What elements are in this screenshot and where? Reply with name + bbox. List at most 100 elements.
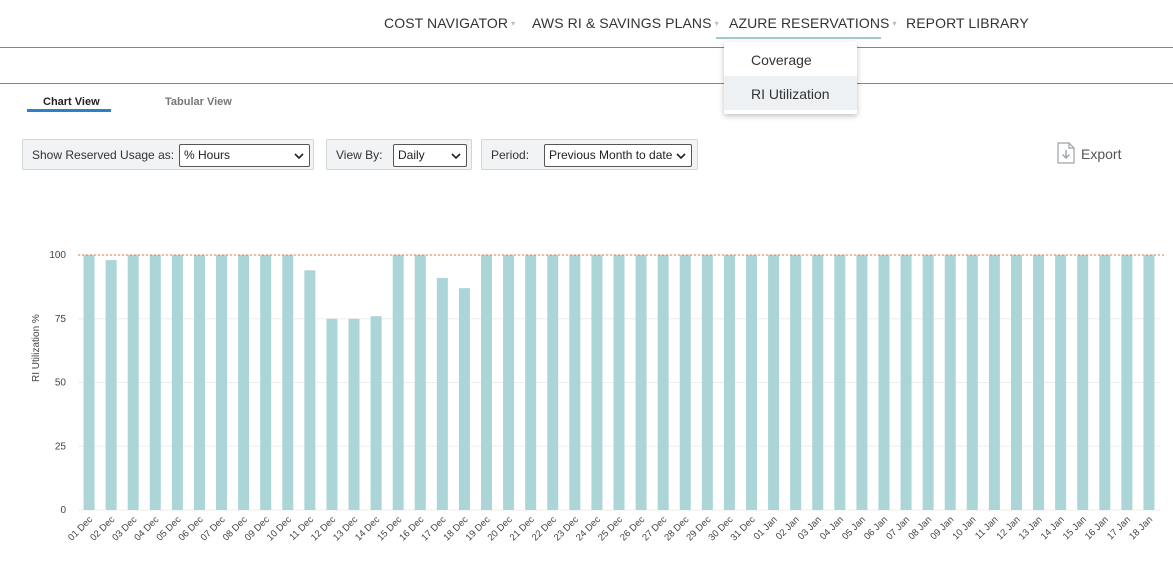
usage-select-value: % Hours: [184, 148, 231, 162]
bar[interactable]: [745, 255, 757, 510]
bar[interactable]: [701, 255, 713, 510]
bar[interactable]: [988, 255, 1000, 510]
y-tick-label: 50: [55, 378, 67, 389]
usage-filter-label: Show Reserved Usage as:: [32, 148, 175, 162]
x-tick-label: 03 Jan: [796, 514, 824, 542]
bar[interactable]: [900, 255, 912, 510]
nav-azure-reservations[interactable]: AZURE RESERVATIONS ▾: [729, 15, 897, 31]
bar[interactable]: [856, 255, 868, 510]
bar[interactable]: [83, 255, 95, 510]
view-by-filter: View By: Daily: [326, 139, 472, 170]
bar[interactable]: [657, 255, 669, 510]
tab-chart-view[interactable]: Chart View: [43, 96, 100, 108]
sub-header-divider: [0, 83, 1173, 84]
y-tick-label: 75: [55, 314, 67, 325]
dropdown-item-coverage[interactable]: Coverage: [751, 52, 812, 68]
view-by-select[interactable]: Daily: [393, 144, 467, 167]
bar[interactable]: [503, 255, 515, 510]
period-filter: Period: Previous Month to date: [481, 139, 698, 170]
x-tick-label: 04 Jan: [818, 514, 846, 542]
dropdown-item-ri-utilization[interactable]: RI Utilization: [724, 76, 857, 110]
bar[interactable]: [304, 270, 316, 510]
bar[interactable]: [569, 255, 581, 510]
bar[interactable]: [547, 255, 559, 510]
x-tick-label: 12 Jan: [995, 514, 1023, 542]
period-select[interactable]: Previous Month to date: [544, 144, 692, 167]
period-label: Period:: [491, 148, 530, 162]
nav-aws-ri-label: AWS RI & SAVINGS PLANS: [532, 15, 712, 31]
bar[interactable]: [105, 260, 117, 510]
bar[interactable]: [238, 255, 250, 510]
chevron-down-icon: ▾: [714, 19, 719, 28]
bar[interactable]: [1033, 255, 1045, 510]
bar[interactable]: [768, 255, 780, 510]
bar[interactable]: [1010, 255, 1022, 510]
bar[interactable]: [922, 255, 934, 510]
bar[interactable]: [458, 288, 470, 510]
bar[interactable]: [216, 255, 228, 510]
bar[interactable]: [878, 255, 890, 510]
bar[interactable]: [193, 255, 205, 510]
chevron-down-icon: [451, 153, 461, 160]
bar[interactable]: [613, 255, 625, 510]
x-tick-label: 01 Jan: [752, 514, 780, 542]
bar[interactable]: [834, 255, 846, 510]
nav-aws-ri-savings-plans[interactable]: AWS RI & SAVINGS PLANS ▾: [532, 15, 719, 31]
x-tick-label: 15 Jan: [1061, 514, 1089, 542]
y-tick-label: 100: [49, 250, 66, 261]
bar[interactable]: [149, 255, 161, 510]
bar[interactable]: [1143, 255, 1155, 510]
view-by-label: View By:: [336, 148, 383, 162]
bars: [83, 255, 1155, 510]
bar[interactable]: [1055, 255, 1067, 510]
tab-tabular-view[interactable]: Tabular View: [165, 96, 232, 108]
bar[interactable]: [260, 255, 272, 510]
bar[interactable]: [370, 316, 382, 510]
y-tick-labels: 0 25 50 75 100: [49, 250, 66, 516]
bar[interactable]: [723, 255, 735, 510]
bar[interactable]: [966, 255, 978, 510]
bar[interactable]: [679, 255, 691, 510]
bar[interactable]: [481, 255, 493, 510]
bar[interactable]: [944, 255, 956, 510]
x-tick-label: 06 Jan: [862, 514, 890, 542]
bar[interactable]: [127, 255, 139, 510]
top-navigation: COST NAVIGATOR ▾ AWS RI & SAVINGS PLANS ▾ …: [0, 0, 1173, 48]
bar[interactable]: [525, 255, 537, 510]
usage-select[interactable]: % Hours: [179, 144, 310, 167]
nav-report-library[interactable]: REPORT LIBRARY: [906, 15, 1029, 31]
bar[interactable]: [171, 255, 183, 510]
x-tick-label: 10 Dec: [265, 514, 294, 543]
bar[interactable]: [635, 255, 647, 510]
nav-report-library-label: REPORT LIBRARY: [906, 15, 1029, 31]
active-tab-indicator: [27, 109, 111, 112]
bar[interactable]: [1099, 255, 1111, 510]
usage-filter: Show Reserved Usage as: % Hours: [22, 139, 314, 170]
x-tick-label: 08 Jan: [906, 514, 934, 542]
x-tick-label: 07 Jan: [884, 514, 912, 542]
bar[interactable]: [812, 255, 824, 510]
bar[interactable]: [392, 255, 404, 510]
bar[interactable]: [790, 255, 802, 510]
nav-cost-navigator[interactable]: COST NAVIGATOR ▾: [384, 15, 515, 31]
azure-reservations-dropdown: Coverage RI Utilization: [724, 42, 857, 114]
bar[interactable]: [591, 255, 603, 510]
bar[interactable]: [414, 255, 426, 510]
bar[interactable]: [1077, 255, 1089, 510]
x-tick-label: 05 Jan: [840, 514, 868, 542]
chevron-down-icon: [294, 153, 304, 160]
x-tick-label: 02 Jan: [774, 514, 802, 542]
chevron-down-icon: ▾: [511, 19, 516, 28]
bar[interactable]: [348, 318, 360, 510]
bar[interactable]: [326, 318, 338, 510]
view-by-select-value: Daily: [398, 148, 425, 162]
y-tick-label: 25: [55, 441, 67, 452]
x-tick-label: 31 Dec: [729, 514, 758, 543]
x-tick-label: 10 Jan: [950, 514, 978, 542]
bar[interactable]: [1121, 255, 1133, 510]
x-tick-label: 13 Jan: [1017, 514, 1045, 542]
bar[interactable]: [282, 255, 294, 510]
bar[interactable]: [436, 277, 448, 510]
